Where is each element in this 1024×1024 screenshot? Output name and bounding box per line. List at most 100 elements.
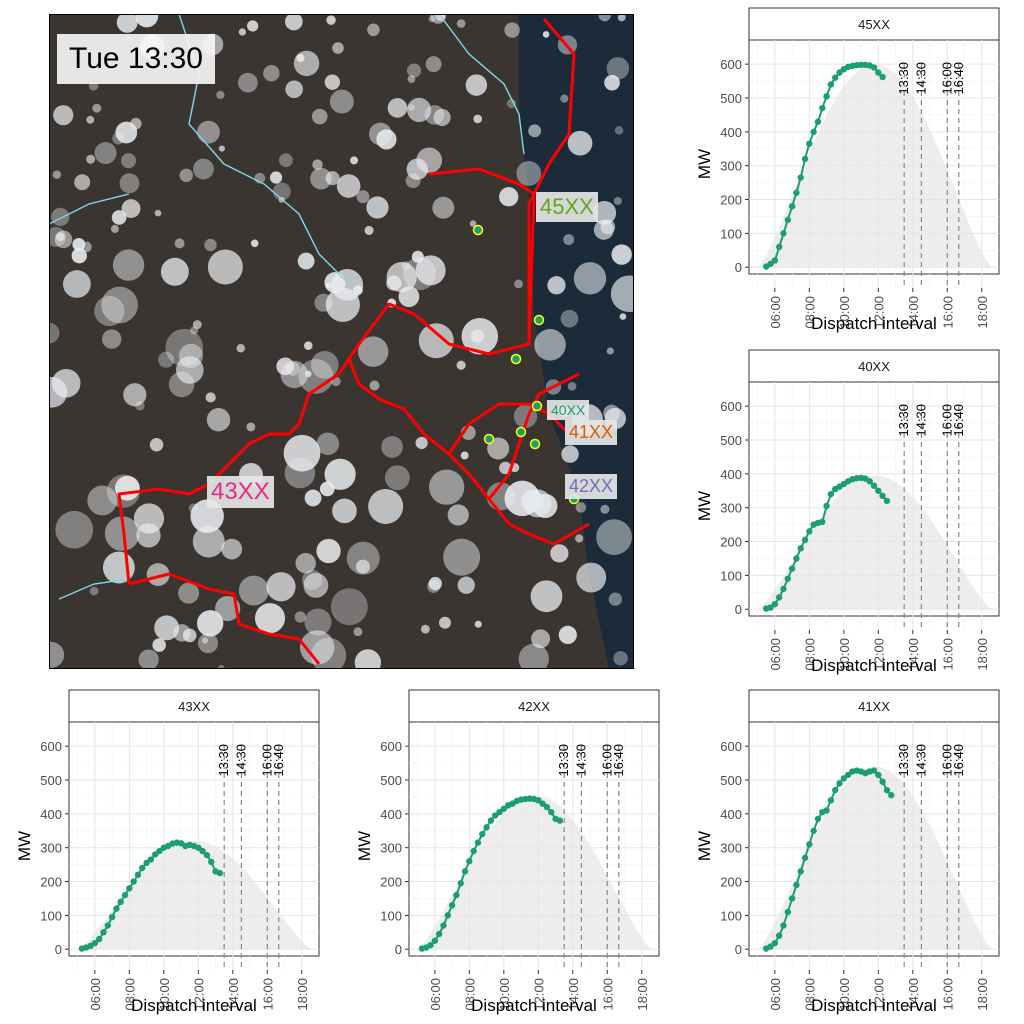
facet-strip bbox=[748, 689, 1000, 723]
map-canvas bbox=[49, 14, 634, 669]
y-tick-label: 200 bbox=[40, 875, 62, 890]
cloud bbox=[428, 576, 442, 591]
map-boundaries bbox=[117, 18, 590, 665]
cloud bbox=[617, 14, 626, 22]
data-point bbox=[832, 786, 839, 794]
data-point bbox=[823, 807, 830, 814]
cloud bbox=[325, 171, 340, 186]
data-point bbox=[156, 847, 163, 855]
cloud bbox=[314, 293, 333, 312]
data-point bbox=[797, 868, 804, 875]
cloud bbox=[272, 182, 291, 201]
cloud bbox=[196, 120, 220, 144]
cloud bbox=[324, 458, 356, 490]
cloud bbox=[329, 89, 354, 114]
x-axis-title: Dispatch interval bbox=[471, 996, 597, 1015]
cloud bbox=[504, 22, 520, 38]
data-point bbox=[457, 880, 464, 887]
cloud bbox=[135, 14, 159, 28]
data-point bbox=[793, 881, 800, 889]
region-label-41xx: 41XX bbox=[565, 420, 618, 445]
cloud bbox=[94, 142, 117, 165]
cloud bbox=[218, 664, 225, 669]
cloud bbox=[299, 630, 335, 665]
cloud bbox=[193, 158, 214, 180]
cloud bbox=[415, 255, 446, 286]
cloud bbox=[547, 276, 566, 295]
y-tick-label: 500 bbox=[380, 773, 402, 788]
site-marker bbox=[510, 353, 522, 365]
cloud bbox=[293, 50, 320, 77]
cloud bbox=[354, 649, 382, 669]
cloud bbox=[115, 121, 138, 144]
x-tick-label: 12:00 bbox=[871, 296, 886, 329]
vline-label: 14:30 bbox=[573, 744, 588, 777]
y-tick-label: 400 bbox=[720, 467, 742, 482]
cloud bbox=[514, 279, 523, 289]
cloud bbox=[179, 168, 193, 183]
cloud bbox=[110, 224, 119, 233]
cloud bbox=[174, 238, 185, 249]
data-point bbox=[216, 869, 224, 877]
vline-label: 13:30 bbox=[216, 744, 231, 777]
data-point bbox=[875, 69, 882, 76]
x-tick-label: 16:00 bbox=[940, 296, 955, 329]
cloud bbox=[433, 108, 451, 127]
cloud bbox=[276, 357, 295, 376]
cloud bbox=[250, 239, 259, 248]
data-point bbox=[208, 858, 215, 866]
region-label-43xx: 43XX bbox=[207, 476, 274, 508]
cloud bbox=[92, 103, 102, 113]
data-point bbox=[832, 74, 839, 81]
data-point bbox=[797, 174, 804, 181]
data-point bbox=[780, 230, 787, 237]
data-point bbox=[788, 565, 796, 572]
cloud bbox=[487, 437, 510, 460]
cloud bbox=[356, 190, 370, 204]
cloud bbox=[204, 238, 217, 252]
vline-label: 16:00 bbox=[599, 744, 614, 777]
map-frame bbox=[49, 14, 634, 669]
data-point bbox=[466, 858, 473, 865]
data-point bbox=[453, 891, 460, 899]
x-tick-label: 18:00 bbox=[975, 638, 990, 671]
cloud bbox=[138, 649, 159, 669]
cloud bbox=[407, 63, 422, 78]
cloud bbox=[369, 380, 380, 391]
cloud bbox=[386, 261, 417, 293]
cloud bbox=[425, 56, 442, 73]
cloud bbox=[353, 627, 363, 637]
cloud bbox=[531, 629, 551, 649]
data-point bbox=[100, 929, 107, 936]
vline-label: 16:40 bbox=[951, 404, 966, 437]
cloud bbox=[297, 252, 315, 270]
region-label-40xx: 40XX bbox=[547, 400, 590, 420]
data-point bbox=[203, 851, 211, 859]
river bbox=[49, 193, 130, 225]
y-tick-label: 400 bbox=[720, 125, 742, 140]
cloud bbox=[71, 248, 87, 264]
cloud bbox=[55, 510, 94, 549]
cloud bbox=[284, 457, 316, 489]
data-point bbox=[814, 815, 822, 823]
cloud bbox=[62, 270, 91, 298]
cloud bbox=[112, 249, 145, 281]
site-marker bbox=[531, 400, 543, 412]
site-marker bbox=[483, 433, 495, 445]
cloud bbox=[575, 534, 584, 543]
data-point bbox=[539, 800, 546, 807]
x-tick-label: 14:00 bbox=[906, 638, 921, 671]
cloud bbox=[355, 559, 370, 574]
cloud bbox=[56, 232, 65, 242]
x-tick-label: 14:00 bbox=[226, 978, 241, 1011]
site-marker bbox=[533, 314, 545, 326]
cloud bbox=[506, 98, 517, 109]
cloud bbox=[346, 541, 380, 575]
cloud bbox=[302, 569, 323, 590]
cloud bbox=[154, 615, 180, 641]
cloud bbox=[567, 130, 593, 156]
cloud bbox=[247, 20, 259, 32]
vline-label: 16:00 bbox=[259, 744, 274, 777]
cloud bbox=[416, 147, 443, 174]
y-tick-label: 0 bbox=[735, 602, 742, 617]
